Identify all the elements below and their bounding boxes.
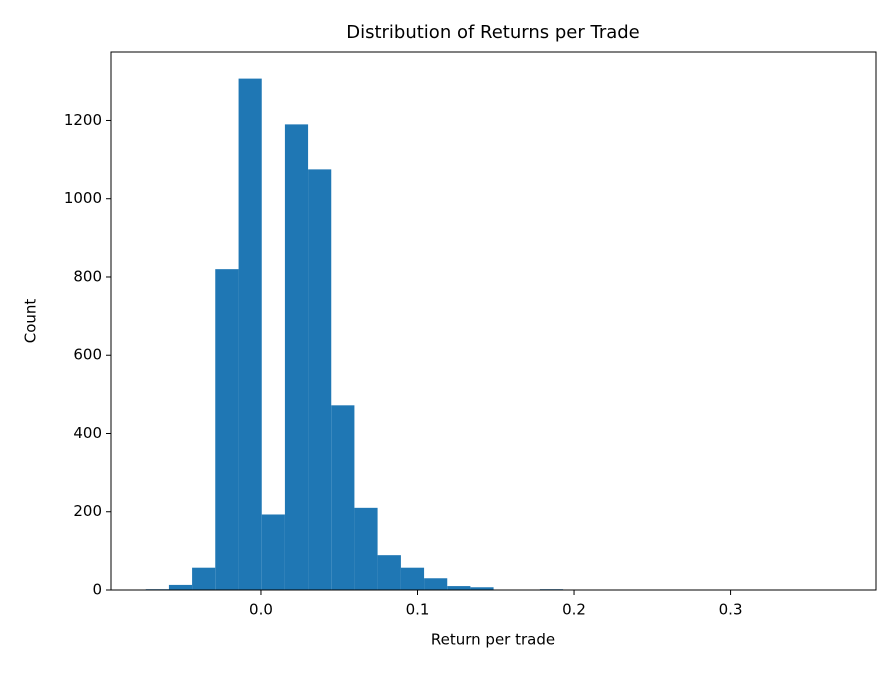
x-axis-label: Return per trade <box>431 631 555 649</box>
bar <box>401 568 424 590</box>
y-tick-label: 0 <box>92 581 102 599</box>
x-tick-label: 0.3 <box>719 601 743 619</box>
y-tick-label: 200 <box>73 502 102 520</box>
y-tick-label: 800 <box>73 267 102 285</box>
x-tick-label: 0.0 <box>249 601 273 619</box>
y-tick-label: 600 <box>73 346 102 364</box>
bar <box>262 514 285 590</box>
bar <box>308 169 331 590</box>
bar <box>192 568 215 590</box>
bar <box>239 79 262 590</box>
bar <box>215 269 238 590</box>
x-tick-label: 0.1 <box>406 601 430 619</box>
bar <box>331 405 354 590</box>
y-tick-label: 1200 <box>64 111 102 129</box>
y-tick-label: 1000 <box>64 189 102 207</box>
bar <box>285 124 308 590</box>
y-tick-label: 400 <box>73 424 102 442</box>
bar <box>169 585 192 590</box>
bar <box>378 555 401 590</box>
bar <box>354 508 377 590</box>
bar <box>447 586 470 590</box>
chart-title: Distribution of Returns per Trade <box>346 22 640 43</box>
bar <box>424 578 447 590</box>
x-tick-label: 0.2 <box>562 601 586 619</box>
y-axis-label: Count <box>22 299 40 344</box>
